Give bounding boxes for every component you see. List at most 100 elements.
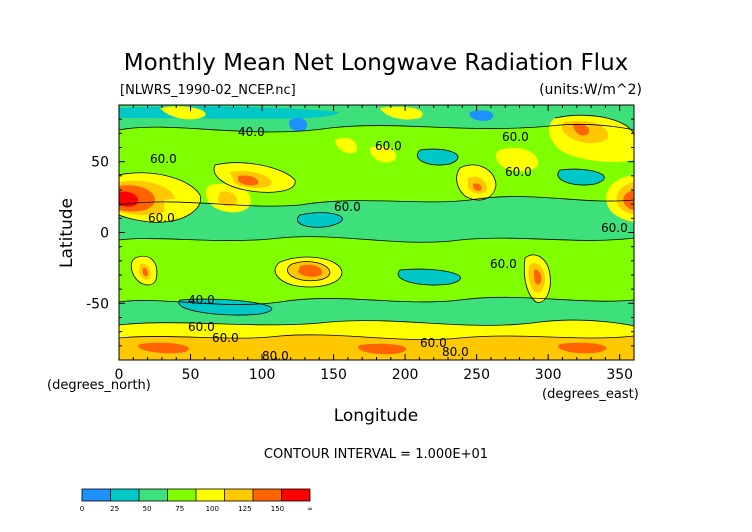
field-region [298, 264, 323, 277]
contour-line [554, 114, 634, 136]
contour-label: 60.0 [334, 200, 361, 214]
x-tick-label: 100 [249, 367, 276, 383]
dataset-label: [NLWRS_1990-02_NCEP.nc] [120, 83, 296, 98]
y-tick-label: 50 [91, 155, 109, 171]
contour-line [213, 162, 296, 193]
colorbar-swatch [139, 489, 168, 501]
colorbar-swatch [196, 489, 225, 501]
plot-area: 40.0 60.0 60.0 60.0 60.0 60.0 60.0 60.0 … [119, 105, 634, 363]
colorbar: 0 25 50 75 100 125 150 ∞ [80, 488, 313, 513]
colorbar-swatch [110, 489, 139, 501]
contour-line [557, 168, 605, 186]
x-tick-label: 200 [392, 367, 419, 383]
chart-title: Monthly Mean Net Longwave Radiation Flux [124, 50, 629, 76]
colorbar-swatch [167, 489, 196, 501]
colorbar-swatch [224, 489, 253, 501]
field-region [119, 236, 634, 305]
field-region [469, 110, 494, 121]
colorbar-tick-label: 125 [238, 505, 251, 513]
contour-label: 80.0 [262, 349, 289, 363]
field-region [138, 342, 189, 354]
contour-line [119, 334, 634, 341]
field-region [473, 183, 482, 191]
contour-line [287, 261, 331, 282]
contour-labels: 40.0 60.0 60.0 60.0 60.0 60.0 60.0 60.0 … [148, 125, 628, 363]
colorbar-swatch [281, 489, 310, 501]
contour-line [178, 298, 273, 316]
field-region [558, 342, 607, 354]
x-tick-label: 350 [606, 367, 633, 383]
contour-label: 40.0 [188, 293, 215, 307]
contour-line [119, 123, 634, 133]
contour-line [397, 268, 461, 286]
units-label: (units:W/m^2) [539, 82, 642, 98]
x-axis-label: Longitude [334, 406, 419, 426]
field-region [623, 190, 634, 210]
contour-interval-text: CONTOUR INTERVAL = 1.000E+01 [264, 447, 488, 462]
field-region [417, 149, 459, 166]
field-region [160, 106, 206, 120]
x-tick-label: 50 [182, 367, 200, 383]
contour-label: 60.0 [148, 211, 175, 225]
colorbar-tick-label: ∞ [307, 505, 313, 513]
x-tick-label: 150 [320, 367, 347, 383]
contour-label: 40.0 [238, 125, 265, 139]
field-region [573, 123, 590, 136]
field-region [335, 137, 357, 154]
colorbar-swatch [82, 489, 111, 501]
field-region [495, 147, 539, 172]
contour-line [119, 296, 634, 305]
contour-line [130, 255, 158, 286]
colorbar-tick-label: 25 [110, 505, 119, 513]
contour-label: 80.0 [442, 345, 469, 359]
x-tick-label: 250 [463, 367, 490, 383]
contour-line [119, 236, 634, 243]
x-tick-label: 300 [535, 367, 562, 383]
x-tick-label: 0 [115, 367, 124, 383]
field-region [358, 343, 407, 355]
field-region [163, 198, 184, 217]
contour-label: 60.0 [490, 257, 517, 271]
y-axis-note: (degrees_north) [47, 378, 151, 393]
contour-line [119, 319, 634, 327]
contour-line [297, 212, 343, 228]
field-region [238, 175, 259, 186]
y-axis-label: Latitude [57, 198, 77, 268]
field-region [218, 191, 238, 207]
y-tick-label: 0 [100, 226, 109, 242]
contour-line [417, 148, 459, 166]
field-region [398, 269, 461, 286]
field-region [380, 106, 423, 120]
field-region [370, 145, 396, 163]
field-region [289, 118, 308, 132]
contour-line [456, 164, 497, 201]
field-region [297, 212, 343, 228]
contour-label: 60.0 [188, 320, 215, 334]
colorbar-tick-label: 0 [80, 505, 84, 513]
contour-lines [119, 114, 634, 341]
contour-label: 60.0 [502, 130, 529, 144]
contour-label: 60.0 [150, 152, 177, 166]
contour-label: 60.0 [375, 139, 402, 153]
field-region [557, 169, 605, 186]
colorbar-tick-label: 50 [143, 505, 152, 513]
field-region [534, 269, 542, 285]
contour-label: 60.0 [601, 221, 628, 235]
field-region [119, 191, 139, 207]
field-region [142, 267, 148, 277]
x-axis: 0 50 100 150 200 250 300 350 [115, 105, 633, 383]
colorbar-tick-label: 150 [271, 505, 284, 513]
contour-line [119, 172, 201, 223]
y-tick-label: -50 [86, 296, 109, 312]
colorbar-swatch [253, 489, 282, 501]
contour-line [119, 196, 634, 207]
contour-label: 60.0 [420, 336, 447, 350]
contour-label: 60.0 [212, 331, 239, 345]
contour-label: 60.0 [505, 165, 532, 179]
y-axis: 50 0 -50 [86, 118, 634, 347]
colorbar-tick-label: 75 [175, 505, 184, 513]
x-axis-note: (degrees_east) [542, 387, 639, 402]
colorbar-tick-label: 100 [206, 505, 219, 513]
contour-line [523, 254, 551, 303]
